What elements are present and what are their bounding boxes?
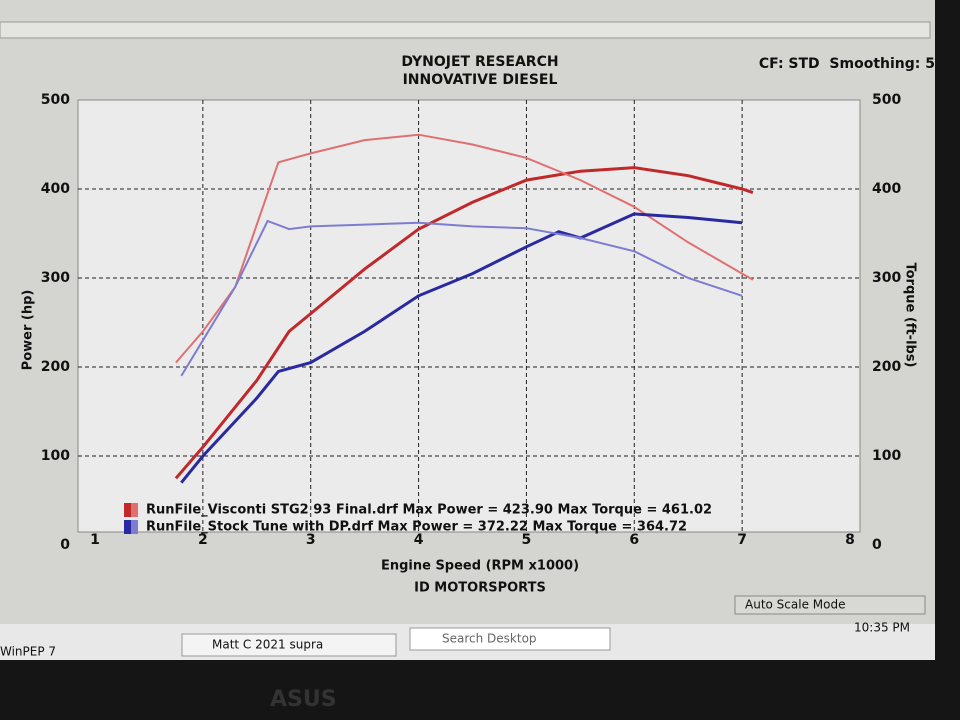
y-tick-label: 0 — [60, 537, 70, 553]
y2-tick-label: 500 — [872, 92, 901, 108]
line — [180, 219, 743, 377]
line — [180, 212, 743, 484]
legend-label: RunFile_Stock Tune with DP.drf Max Power… — [146, 520, 687, 535]
y-tick-label: 200 — [41, 359, 70, 375]
legend-swatch — [124, 520, 131, 534]
y2-tick-label: 100 — [872, 448, 901, 464]
y2-axis-label: Torque (ft-lbs) — [903, 262, 918, 367]
task-button[interactable] — [181, 633, 397, 657]
status-bar — [734, 595, 926, 615]
status-text: Auto Scale Mode — [745, 598, 845, 612]
x-tick-label: 5 — [522, 532, 532, 548]
legend-swatch — [131, 520, 138, 534]
legend-swatch — [124, 503, 131, 517]
y2-tick-label: 300 — [872, 270, 901, 286]
task-label[interactable]: Matt C 2021 supra — [212, 638, 323, 652]
line — [175, 133, 754, 364]
y-tick-label: 100 — [41, 448, 70, 464]
app-name: WinPEP 7 — [0, 645, 56, 659]
x-tick-label: 4 — [414, 532, 424, 548]
x-tick-label: 2 — [198, 532, 208, 548]
line — [174, 166, 754, 480]
scrollbar — [0, 21, 931, 39]
y-axis-label: Power (hp) — [21, 290, 36, 371]
x-axis-label: Engine Speed (RPM x1000) — [381, 559, 579, 574]
x-tick-label: 7 — [737, 532, 747, 548]
legend-swatch — [131, 503, 138, 517]
y2-tick-label: 200 — [872, 359, 901, 375]
x-tick-label: 8 — [845, 532, 855, 548]
y2-tick-label: 400 — [872, 181, 901, 197]
brand: ASUS — [270, 687, 337, 712]
y-tick-label: 300 — [41, 270, 70, 286]
legend-label: RunFile_Visconti STG2 93 Final.drf Max P… — [146, 503, 712, 518]
plot-area — [77, 99, 861, 533]
y-tick-label: 500 — [41, 92, 70, 108]
chart-subtitle: INNOVATIVE DIESEL — [403, 72, 558, 88]
search-box[interactable] — [409, 627, 611, 651]
search-placeholder[interactable]: Search Desktop — [442, 632, 537, 646]
y2-tick-label: 0 — [872, 537, 882, 553]
x-tick-label: 3 — [306, 532, 316, 548]
y-tick-label: 400 — [41, 181, 70, 197]
annotation: ID MOTORSPORTS — [414, 581, 546, 596]
x-tick-label: 1 — [90, 532, 100, 548]
x-tick-label: 6 — [629, 532, 639, 548]
clock: 10:35 PM — [854, 621, 910, 635]
chart-title: DYNOJET RESEARCH — [401, 54, 558, 70]
settings: CF: STD Smoothing: 5 — [759, 56, 935, 72]
